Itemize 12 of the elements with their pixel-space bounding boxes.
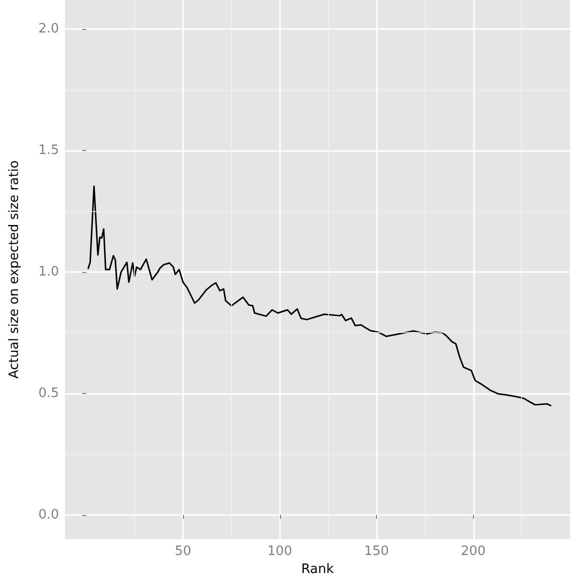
y-tick-label: 1.5 bbox=[38, 143, 59, 158]
y-tick-label: 1.0 bbox=[38, 264, 59, 280]
y-tick-label: 0.5 bbox=[38, 386, 59, 401]
y-axis-title: Actual size on expected size ratio bbox=[7, 160, 22, 379]
x-tick-label: 200 bbox=[460, 544, 486, 560]
y-tick-label: 2.0 bbox=[38, 22, 59, 37]
x-axis-title: Rank bbox=[301, 562, 334, 577]
line-series bbox=[87, 186, 552, 406]
y-tick-label: 0.0 bbox=[38, 507, 59, 522]
x-tick-label: 50 bbox=[174, 544, 192, 560]
x-tick-label: 150 bbox=[364, 544, 389, 560]
x-tick-label: 100 bbox=[267, 544, 292, 560]
